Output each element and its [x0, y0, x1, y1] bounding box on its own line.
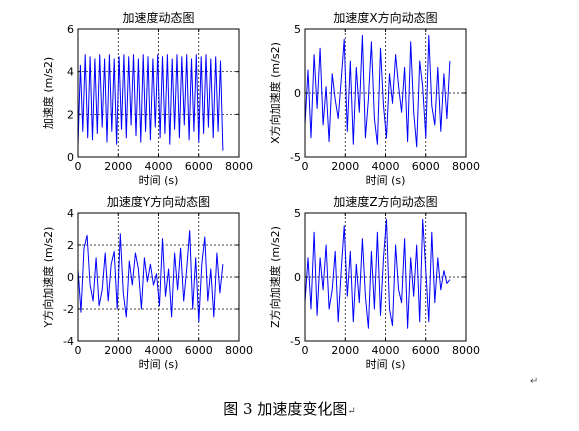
- x-tick-label: 8000: [452, 344, 480, 357]
- y-tick-label: -2: [63, 303, 74, 316]
- paragraph-return-mark: ↵: [530, 376, 539, 387]
- series-line: [77, 230, 224, 323]
- y-tick-label: 2: [67, 239, 74, 252]
- x-tick-label: 4000: [145, 160, 173, 173]
- x-tick-label: 6000: [412, 160, 440, 173]
- x-axis-label: 时间 (s): [366, 174, 406, 187]
- x-axis-label: 时间 (s): [366, 358, 406, 371]
- subplot-title: 加速度Z方向动态图: [333, 194, 437, 209]
- y-axis-label: X方向加速度 (m/s2): [268, 42, 282, 144]
- x-tick-label: 0: [302, 344, 309, 357]
- series-line: [304, 34, 451, 148]
- x-tick-label: 0: [302, 160, 309, 173]
- x-tick-label: 2000: [331, 160, 359, 173]
- y-tick-label: 0: [67, 271, 74, 284]
- y-tick-label: -5: [290, 151, 301, 164]
- x-tick-label: 8000: [452, 160, 480, 173]
- y-tick-label: 0: [294, 87, 301, 100]
- y-tick-label: 0: [67, 151, 74, 164]
- x-tick-label: 8000: [225, 344, 253, 357]
- caption-return-mark: ↵: [347, 406, 356, 417]
- x-tick-label: 6000: [185, 344, 213, 357]
- x-axis-label: 时间 (s): [139, 358, 179, 371]
- figure-caption: 图 3 加速度变化图↵: [0, 398, 579, 419]
- x-tick-label: 0: [75, 344, 82, 357]
- x-tick-label: 6000: [185, 160, 213, 173]
- x-tick-label: 4000: [372, 160, 400, 173]
- y-tick-label: -4: [63, 335, 74, 348]
- x-tick-label: 4000: [145, 344, 173, 357]
- y-tick-label: -5: [290, 335, 301, 348]
- x-tick-label: 6000: [412, 344, 440, 357]
- y-tick-label: 4: [67, 207, 74, 220]
- y-axis-label: Z方向加速度 (m/s2): [268, 226, 282, 328]
- y-tick-label: 6: [67, 23, 74, 36]
- x-tick-label: 2000: [331, 344, 359, 357]
- x-tick-label: 8000: [225, 160, 253, 173]
- y-tick-label: 4: [67, 66, 74, 79]
- y-tick-label: 5: [294, 207, 301, 220]
- series-line: [77, 54, 224, 151]
- y-axis-label: 加速度 (m/s2): [41, 57, 55, 129]
- y-tick-label: 2: [67, 108, 74, 121]
- x-tick-label: 0: [75, 160, 82, 173]
- x-axis-label: 时间 (s): [139, 174, 179, 187]
- x-tick-label: 2000: [104, 344, 132, 357]
- x-tick-label: 2000: [104, 160, 132, 173]
- x-tick-label: 4000: [372, 344, 400, 357]
- y-tick-label: 0: [294, 271, 301, 284]
- caption-text: 图 3 加速度变化图: [223, 400, 348, 418]
- subplot-title: 加速度Y方向动态图: [107, 194, 210, 209]
- y-tick-label: 5: [294, 23, 301, 36]
- subplot-title: 加速度X方向动态图: [333, 10, 437, 25]
- y-axis-label: Y方向加速度 (m/s2): [41, 227, 55, 329]
- series-line: [304, 218, 451, 329]
- subplot-title: 加速度动态图: [122, 10, 194, 25]
